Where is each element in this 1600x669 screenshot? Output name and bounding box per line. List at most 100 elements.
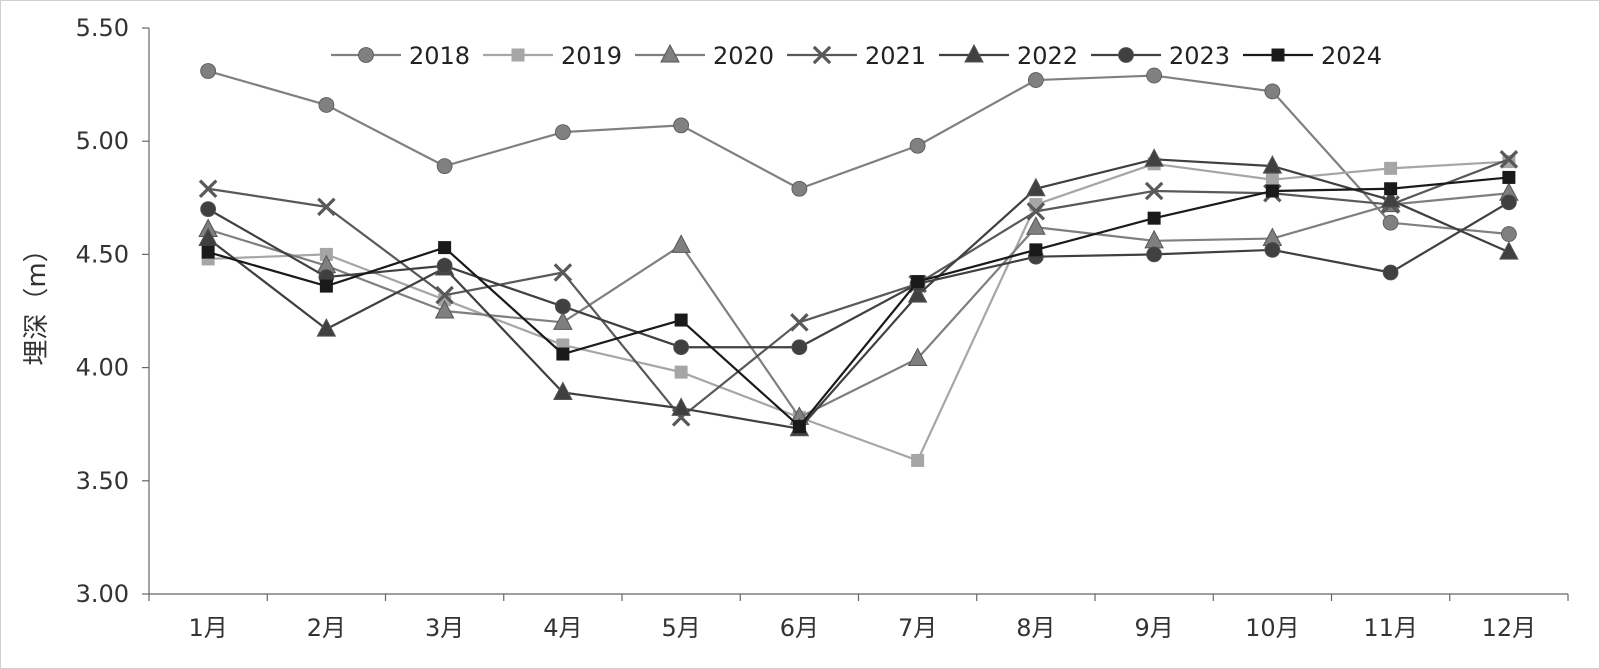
y-axis-label: 埋深（m）: [22, 236, 52, 365]
data-point-2024-6: [792, 419, 806, 433]
data-point-2020-4: [553, 311, 573, 330]
data-point-2018-3: [436, 158, 453, 175]
legend-item-2019: 2019: [483, 42, 622, 70]
y-tick-label: 3.50: [76, 467, 129, 495]
data-point-2023-11: [1382, 264, 1399, 281]
x-tick-label: 1月: [188, 614, 227, 642]
legend-item-2021: 2021: [787, 42, 926, 70]
data-point-2021-3: [435, 285, 454, 305]
legend-item-2024: 2024: [1243, 42, 1382, 70]
x-tick-label: 12月: [1482, 614, 1537, 642]
data-point-2023-10: [1264, 241, 1281, 258]
x-tick-label: 9月: [1134, 614, 1173, 642]
data-point-2023-12: [1500, 194, 1517, 211]
series-line-2018: [207, 69, 1509, 236]
legend-item-2018: 2018: [331, 42, 470, 70]
series-line-2021: [207, 158, 1510, 419]
series-2018: [200, 63, 1517, 242]
x-tick-label: 6月: [780, 614, 819, 642]
data-point-2024-2: [319, 279, 333, 293]
legend-label: 2021: [865, 42, 926, 70]
y-tick-label: 4.50: [76, 240, 129, 268]
series-line-2023: [207, 201, 1510, 349]
series-line-2019: [208, 160, 1509, 462]
legend-label: 2020: [713, 42, 774, 70]
legend-label: 2023: [1169, 42, 1230, 70]
x-tick-label: 11月: [1363, 614, 1418, 642]
x-tick-label: 2月: [307, 614, 346, 642]
axes: 3.00 3.50 4.00 4.50 5.00 5.50 1月 2月 3月 4月 5月 6月 7月 8月…: [76, 14, 1569, 642]
x-tick-label: 3月: [425, 614, 464, 642]
data-point-2021-6: [790, 313, 809, 332]
data-point-2022-11: [1380, 188, 1401, 208]
legend-marker-2021: [812, 45, 832, 65]
data-point-2024-11: [1384, 182, 1398, 196]
data-point-2022-4: [553, 381, 573, 401]
data-point-2024-12: [1502, 170, 1516, 184]
data-point-2019-10: [1265, 173, 1279, 187]
data-point-2022-9: [1144, 148, 1164, 167]
data-point-2018-11: [1382, 214, 1399, 231]
data-point-2018-8: [1027, 72, 1044, 88]
data-point-2021-2: [317, 197, 336, 217]
data-point-2018-10: [1264, 83, 1281, 100]
data-point-2019-12: [1502, 155, 1516, 169]
data-point-2020-5: [671, 234, 691, 253]
series-2021: [198, 150, 1519, 427]
data-point-2019-2: [319, 247, 333, 261]
series-2024: [201, 170, 1516, 433]
x-tick-label: 5月: [661, 614, 700, 642]
data-point-2019-7: [911, 453, 925, 467]
data-point-2023-4: [554, 298, 571, 315]
series-2023: [200, 194, 1517, 356]
data-point-2024-1: [201, 245, 215, 259]
series-2019: [201, 155, 1516, 467]
data-point-2023-1: [200, 201, 217, 218]
y-tick-label: 3.00: [76, 580, 129, 608]
data-point-2022-10: [1262, 155, 1283, 174]
data-point-2022-8: [1026, 177, 1046, 197]
data-point-2018-4: [554, 124, 571, 141]
data-point-2018-9: [1146, 67, 1163, 84]
data-point-2022-7: [907, 284, 928, 303]
x-tick-label: 10月: [1245, 614, 1300, 642]
data-point-2023-3: [436, 257, 453, 274]
legend-item-2023: 2023: [1091, 42, 1230, 70]
data-point-2022-1: [198, 227, 218, 247]
x-tick-label: 4月: [543, 614, 582, 642]
data-point-2024-5: [674, 313, 688, 327]
series-layer: [198, 63, 1519, 467]
data-point-2020-8: [1026, 216, 1046, 235]
legend-label: 2024: [1321, 42, 1382, 70]
y-tick-label: 5.00: [76, 127, 129, 155]
series-line-2020: [207, 192, 1509, 419]
series-line-2022: [207, 158, 1510, 430]
legend-marker-2019: [511, 48, 525, 62]
data-point-2024-10: [1265, 184, 1279, 198]
x-tick-label: 7月: [898, 614, 937, 642]
data-point-2019-5: [674, 365, 688, 379]
data-point-2024-7: [911, 275, 925, 289]
legend-marker-2023: [1118, 47, 1134, 63]
data-point-2021-1: [198, 179, 218, 199]
data-point-2023-5: [673, 339, 690, 356]
data-point-2021-9: [1144, 181, 1164, 201]
y-tick-label: 4.00: [76, 354, 129, 382]
legend: 2018 2019 2020 2021 2022 2023 2024: [331, 42, 1382, 70]
legend-label: 2018: [409, 42, 470, 70]
data-point-2018-12: [1500, 226, 1517, 242]
series-line-2024: [207, 176, 1509, 428]
data-point-2018-7: [909, 137, 926, 154]
series-2022: [198, 148, 1519, 437]
legend-item-2022: 2022: [939, 42, 1078, 70]
data-point-2018-5: [673, 117, 690, 134]
data-point-2024-8: [1029, 243, 1043, 257]
data-point-2020-7: [907, 347, 928, 367]
data-point-2019-11: [1384, 161, 1398, 175]
legend-label: 2019: [561, 42, 622, 70]
data-point-2024-3: [438, 241, 452, 255]
data-point-2023-9: [1146, 246, 1163, 263]
legend-label: 2022: [1017, 42, 1078, 70]
